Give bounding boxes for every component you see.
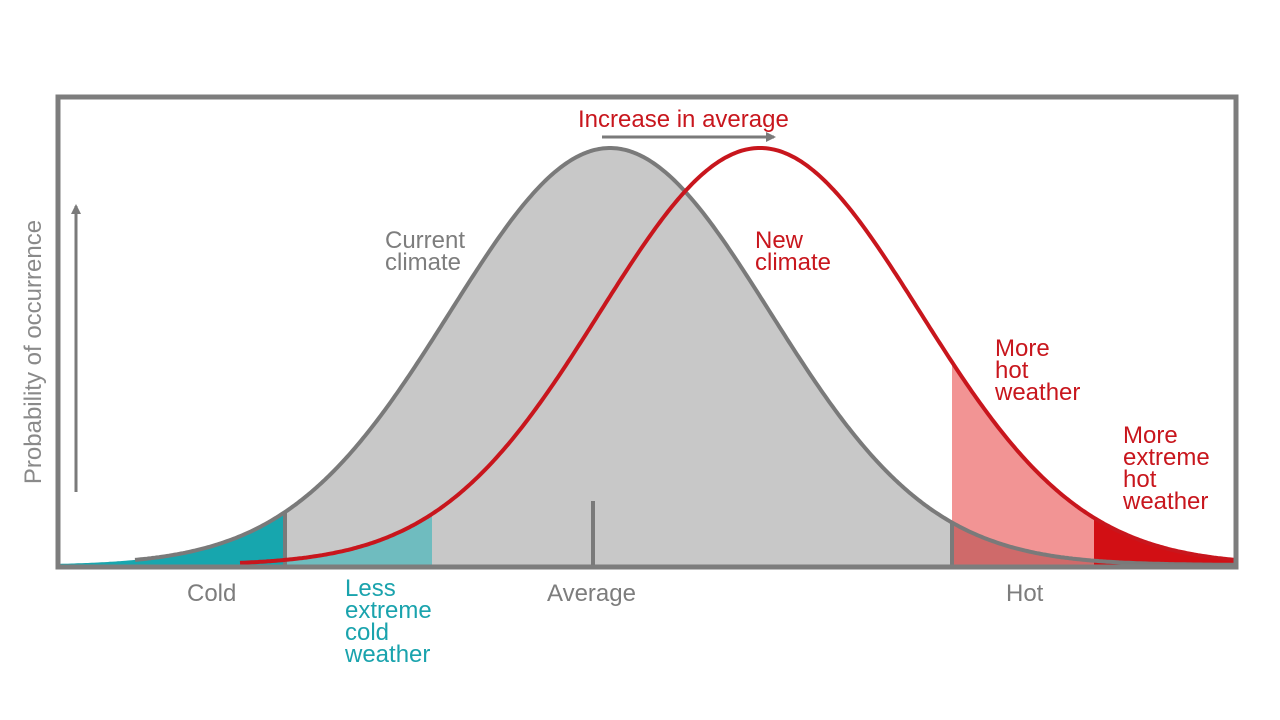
new-climate-curve bbox=[239, 146, 1235, 565]
less-extreme-cold-weather-label: Less extreme cold weather bbox=[345, 575, 432, 668]
hot-overlap-area bbox=[952, 522, 1094, 565]
y-axis-label: Probability of occurrence bbox=[20, 219, 47, 485]
new-climate-label: New climate bbox=[755, 227, 832, 276]
plot-frame bbox=[55, 94, 1239, 570]
extreme-cold-area bbox=[60, 512, 285, 565]
average-axis-label: Average bbox=[547, 580, 636, 607]
current-climate-label: Current climate bbox=[385, 227, 466, 276]
hot-axis-label: Hot bbox=[1006, 580, 1044, 607]
extreme-hot-area bbox=[1094, 517, 1234, 565]
more-hot-weather-area bbox=[952, 362, 1094, 565]
current-climate-area bbox=[60, 148, 1234, 565]
less-extreme-cold-area bbox=[285, 514, 432, 565]
more-extreme-hot-weather-label: More extreme hot weather bbox=[1123, 422, 1210, 515]
more-hot-weather-label: More hot weather bbox=[995, 335, 1081, 406]
increase-in-average-label: Increase in average bbox=[578, 106, 789, 133]
cold-axis-label: Cold bbox=[187, 580, 237, 607]
